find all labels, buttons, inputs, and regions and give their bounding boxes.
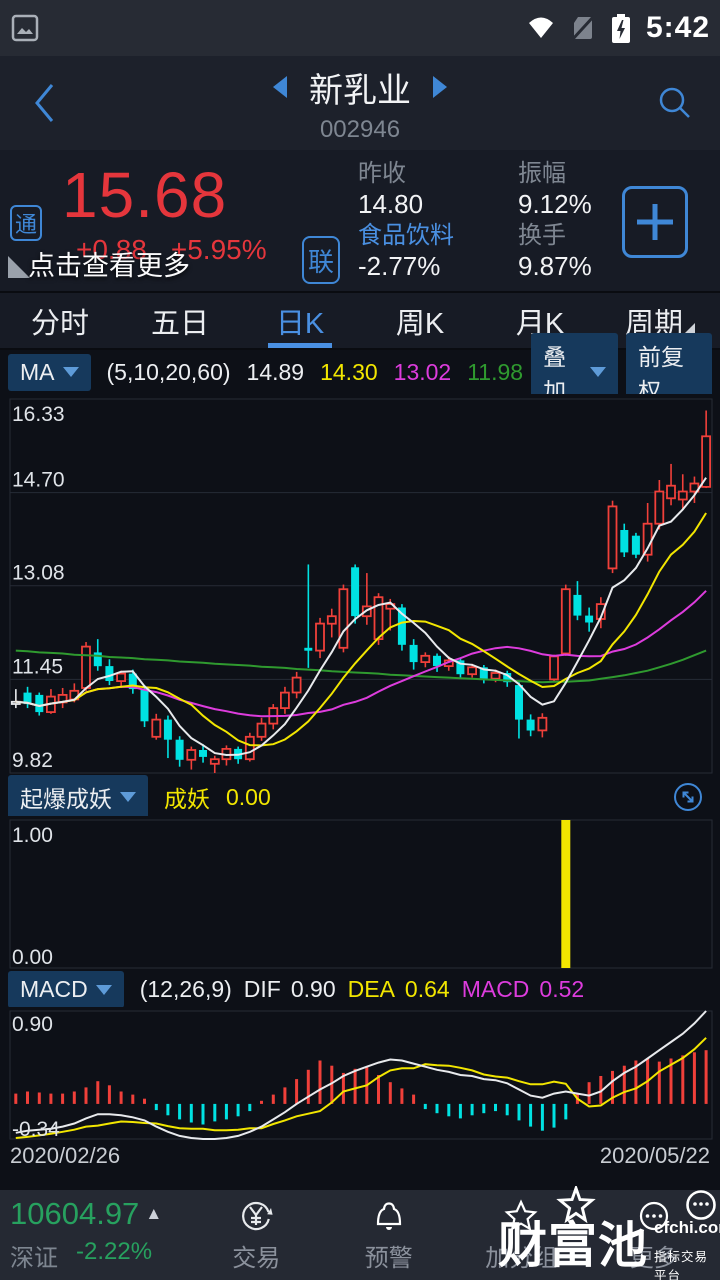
svg-text:0.00: 0.00	[12, 946, 53, 969]
quote-stats: 昨收 14.80 食品饮料 -2.77% 振幅 9.12% 换手 9.87%	[358, 158, 644, 282]
price-change: +0.88	[76, 234, 147, 265]
index-up-arrow-icon: ▲	[145, 1204, 163, 1223]
ma5-value: 14.89	[246, 358, 305, 385]
stock-code: 002946	[319, 115, 401, 143]
dif-value: 0.90	[290, 976, 336, 1002]
caret-down-icon	[95, 984, 112, 995]
title-block: 新乳业 002946	[90, 63, 630, 144]
industry-link[interactable]: 食品饮料	[358, 222, 454, 249]
index-value: 10604.97	[10, 1196, 140, 1231]
tab-fenshi[interactable]: 分时	[30, 307, 89, 340]
dif-label: DIF	[243, 976, 281, 1002]
signal-value: 0.00	[226, 783, 271, 810]
next-stock-arrow-icon[interactable]	[433, 76, 447, 98]
quote-panel: 通 15.68 +0.88 +5.95% 点击查看更多 联 昨收 14.80 食品…	[0, 150, 720, 293]
expand-icon	[674, 783, 702, 811]
stat-label: 昨收	[358, 160, 406, 187]
ma10-value: 14.30	[320, 358, 378, 385]
stat-label: 振幅	[518, 160, 566, 187]
dropdown-corner-icon	[685, 322, 695, 333]
svg-text:9.82: 9.82	[12, 749, 53, 772]
macd-params: (12,26,9)	[139, 976, 232, 1002]
index-quote-block[interactable]: 10604.97 ▲ 深证 -2.22%	[0, 1190, 190, 1280]
nav-item-add-group[interactable]: 加分组	[455, 1190, 588, 1280]
signal-label: 成妖	[164, 786, 210, 812]
macd-value: 0.52	[539, 976, 585, 1002]
more-ellipsis-icon	[639, 1201, 668, 1230]
macd-selector[interactable]: MACD	[8, 971, 124, 1008]
svg-text:13.08: 13.08	[12, 562, 65, 585]
stat-value: -2.77%	[358, 251, 441, 281]
current-price: 15.68	[62, 159, 228, 231]
tab-wuri[interactable]: 五日	[150, 307, 209, 340]
signal-indicator-chart[interactable]: 1.00 0.00	[0, 816, 720, 972]
nav-item-more[interactable]: 更多	[588, 1190, 720, 1280]
no-sim-icon	[570, 14, 596, 42]
tab-rik[interactable]: 日K	[240, 293, 360, 348]
svg-text:1.00: 1.00	[12, 824, 53, 847]
back-chevron-icon	[35, 84, 54, 122]
svg-text:11.45: 11.45	[12, 655, 63, 678]
prev-stock-arrow-icon[interactable]	[273, 76, 287, 98]
stat-label: 换手	[518, 222, 566, 249]
start-date: 2020/02/26	[10, 1143, 121, 1168]
macd-label: MACD	[461, 976, 530, 1002]
plus-icon	[637, 204, 673, 240]
macd-indicator-bar: MACD (12,26,9) DIF 0.90 DEA 0.64 MACD 0.…	[0, 971, 720, 1008]
nav-item-trade[interactable]: 交易	[190, 1190, 323, 1280]
stat-value: 9.87%	[518, 251, 592, 281]
yuan-trade-icon	[242, 1201, 273, 1230]
header: 新乳业 002946	[0, 56, 720, 150]
ma60-value: 11.98	[467, 358, 524, 385]
status-time: 5:42	[645, 11, 710, 44]
dea-value: 0.64	[404, 976, 450, 1002]
nav-item-alert[interactable]: 预警	[323, 1190, 456, 1280]
star-icon	[504, 1198, 538, 1231]
index-change: -2.22%	[76, 1238, 153, 1265]
back-button[interactable]	[0, 56, 90, 150]
corner-triangle-icon	[8, 256, 30, 278]
candlestick-chart[interactable]: 16.33 14.70 13.08 11.45 9.82	[0, 394, 720, 778]
shenzhen-connect-badge: 通	[10, 205, 42, 241]
ma20-value: 13.02	[393, 358, 452, 385]
ma-params: (5,10,20,60)	[106, 358, 231, 385]
screenshot-notification-icon	[11, 14, 39, 42]
caret-down-icon	[62, 367, 79, 377]
search-icon	[659, 87, 690, 118]
tab-zhouk[interactable]: 周K	[395, 307, 445, 340]
bottom-nav: 10604.97 ▲ 深证 -2.22% 交易 预警	[0, 1186, 720, 1280]
stat-value: 9.12%	[518, 189, 592, 219]
svg-text:16.33: 16.33	[12, 403, 65, 426]
search-button[interactable]	[630, 56, 720, 150]
lian-badge: 联	[302, 236, 340, 284]
add-to-watchlist-button[interactable]	[622, 186, 688, 258]
index-name: 深证	[10, 1245, 58, 1272]
end-date: 2020/05/22	[599, 1143, 710, 1168]
stock-title: 新乳业	[309, 71, 411, 110]
bell-icon	[376, 1201, 401, 1230]
ma-selector[interactable]: MA	[8, 353, 91, 391]
caret-down-icon	[589, 367, 606, 377]
caret-down-icon	[120, 792, 136, 802]
svg-text:-0.34: -0.34	[12, 1118, 60, 1141]
macd-chart[interactable]: 0.90 -0.34	[0, 1007, 720, 1143]
view-more-tooltip[interactable]: 点击查看更多	[28, 251, 190, 281]
ma-indicator-bar: MA (5,10,20,60) 14.89 14.30 13.02 11.98 …	[0, 333, 720, 411]
svg-text:0.90: 0.90	[12, 1013, 53, 1036]
battery-charging-icon	[611, 14, 630, 43]
wifi-icon	[528, 17, 553, 38]
dea-label: DEA	[347, 976, 395, 1002]
price-change-pct: +5.95%	[170, 234, 267, 265]
status-bar: 5:42	[0, 0, 720, 56]
signal-selector[interactable]: 起爆成妖	[8, 775, 148, 819]
price-change-row: +0.88 +5.95%	[76, 234, 291, 266]
svg-text:14.70: 14.70	[12, 469, 65, 492]
signal-indicator-bar: 起爆成妖 成妖 0.00	[0, 775, 720, 819]
date-axis: 2020/02/26 2020/05/22	[0, 1143, 720, 1173]
expand-chart-button[interactable]	[672, 781, 704, 813]
stat-value: 14.80	[358, 189, 424, 219]
